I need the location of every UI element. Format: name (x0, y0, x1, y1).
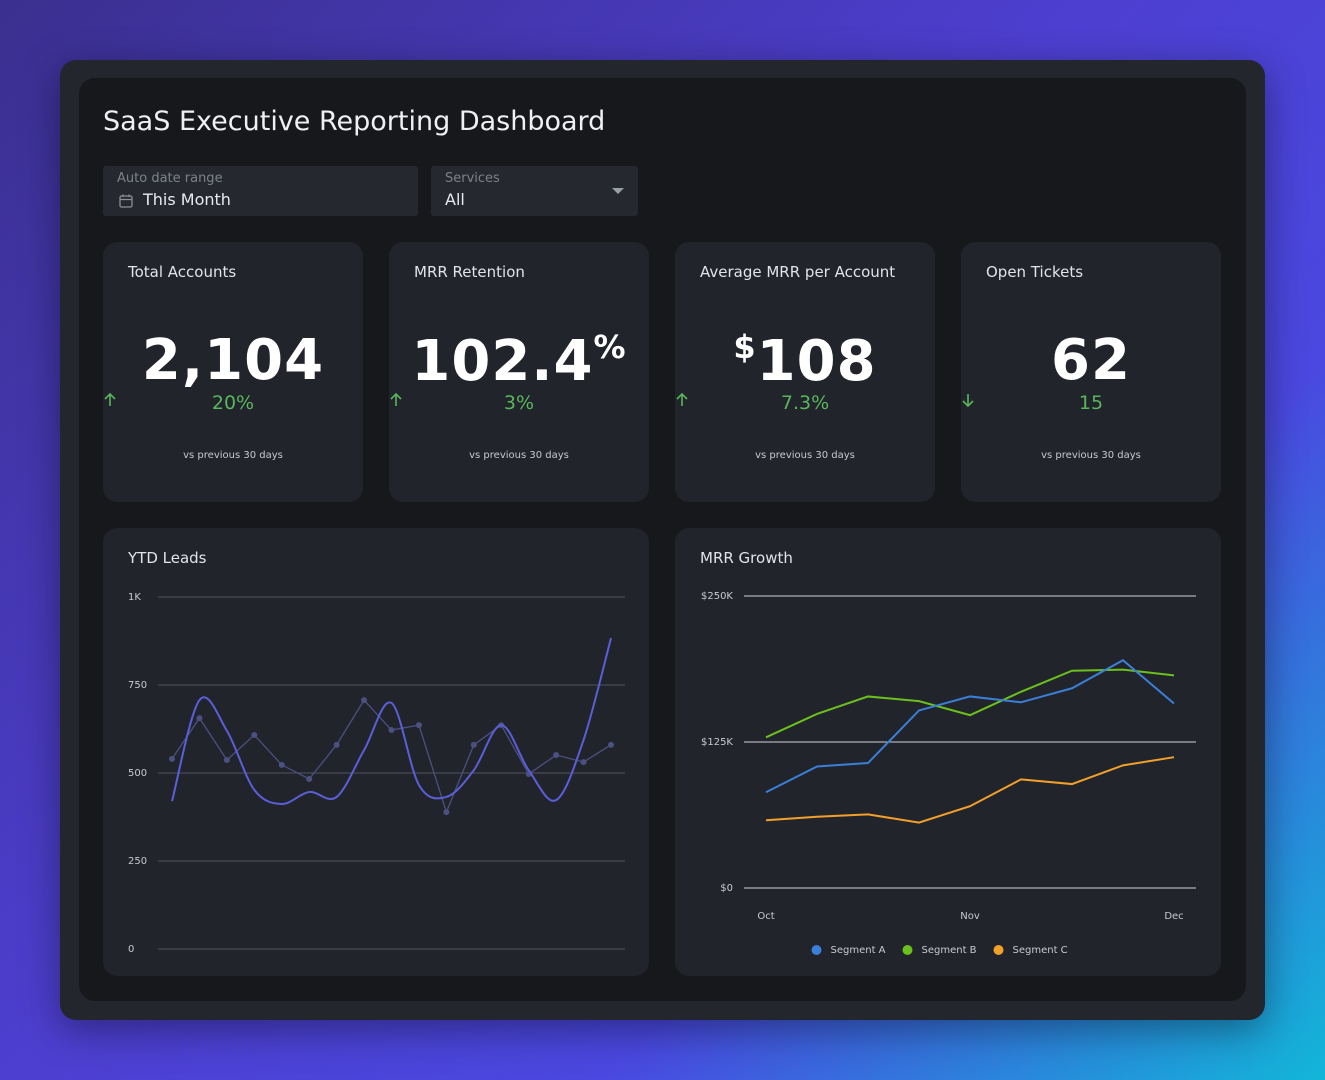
chart-title: YTD Leads (128, 549, 207, 567)
kpi-prefix: $ (733, 328, 757, 366)
arrow-path (390, 392, 402, 406)
series-line (765, 659, 1175, 794)
services-filter[interactable]: Services All (431, 166, 638, 216)
calendar-icon (119, 194, 133, 208)
kpi-change: 20% (103, 392, 363, 414)
legend-swatch (811, 945, 822, 955)
kpi-suffix: % (593, 328, 627, 366)
chart-card: MRR Growth $0 $125K $250K Oct Nov Dec Segment A… (675, 528, 1221, 976)
series-line (765, 668, 1175, 739)
kpi-number: 102.4 (411, 329, 594, 394)
kpi-title: Total Accounts (128, 263, 237, 281)
series-marker (196, 715, 203, 722)
x-tick-label: Nov (960, 911, 980, 922)
kpi-title: MRR Retention (414, 263, 525, 281)
series-marker (169, 755, 175, 762)
arrow-path (676, 392, 688, 406)
arrow-path (104, 392, 116, 406)
filter-label: Auto date range (117, 171, 223, 186)
kpi-value: 102.4% (389, 328, 649, 394)
kpi-change: 7.3% (675, 392, 935, 414)
series-marker (251, 731, 258, 738)
y-tick-label: $125K (701, 737, 733, 748)
kpi-note: vs previous 30 days (469, 450, 569, 461)
series-marker (223, 756, 230, 763)
change-value: 7.3% (780, 392, 830, 414)
legend-label: Segment C (1013, 945, 1068, 956)
kpi-value: $108 (675, 328, 935, 394)
y-tick-label: 750 (128, 680, 147, 691)
y-tick-label: 1K (128, 592, 141, 603)
x-tick-label: Dec (1164, 911, 1183, 922)
change-value: 3% (503, 392, 535, 414)
legend-label: Segment A (831, 945, 886, 956)
series-marker (553, 752, 560, 759)
kpi-note: vs previous 30 days (1041, 450, 1141, 461)
series-marker (333, 741, 340, 748)
kpi-value: 62 (961, 328, 1221, 393)
kpi-card: MRR Retention 102.4% 3% vs previous 30 days (389, 242, 649, 502)
change-arrow (676, 392, 688, 406)
y-tick-label: 500 (128, 768, 147, 779)
y-tick-label: 0 (128, 944, 134, 955)
filter-value: This Month (143, 190, 231, 209)
series-line (171, 637, 612, 805)
change-arrow (104, 392, 116, 406)
series-line (765, 756, 1175, 824)
chart: 0 250 500 750 1K (128, 592, 625, 955)
kpi-card: Total Accounts 2,104 20% vs previous 30 day… (103, 242, 363, 502)
chart: $0 $125K $250K Oct Nov Dec Segment A Segment B S… (701, 591, 1196, 956)
dashboard: SaaS Executive Reporting Dashboard Auto … (79, 78, 1246, 1001)
series-marker (470, 741, 477, 748)
frame: SaaS Executive Reporting Dashboard Auto … (60, 60, 1265, 1020)
kpi-number: 108 (756, 329, 877, 394)
y-tick-label: $250K (701, 591, 733, 602)
change-value: 15 (1078, 392, 1104, 414)
kpi-number: 62 (1051, 328, 1131, 393)
series-marker (580, 759, 587, 766)
filter-label: Services (445, 171, 500, 186)
kpi-card: Open Tickets 62 15 vs previous 30 days (961, 242, 1221, 502)
change-arrow (390, 392, 402, 406)
kpi-title: Open Tickets (986, 263, 1084, 281)
filter-value: All (445, 190, 465, 209)
change-value: 20% (211, 392, 255, 414)
chart-card: YTD Leads 0 250 500 750 1K (103, 528, 649, 976)
kpi-note: vs previous 30 days (755, 450, 855, 461)
arrow-path (962, 394, 974, 408)
dashboard-title: SaaS Executive Reporting Dashboard (103, 106, 606, 137)
legend-swatch (993, 945, 1004, 955)
kpi-change: 15 (961, 392, 1221, 414)
date-filter[interactable]: Auto date range This Month (103, 166, 418, 216)
x-tick-label: Oct (757, 911, 774, 922)
series-marker (278, 761, 285, 768)
series-marker (361, 697, 368, 704)
dropdown-caret (612, 188, 624, 194)
legend-label: Segment B (922, 945, 977, 956)
kpi-value: 2,104 (103, 328, 363, 393)
series-marker (443, 809, 450, 816)
series-marker (306, 775, 313, 782)
y-tick-label: $0 (720, 883, 733, 894)
legend-swatch (902, 945, 913, 955)
kpi-number: 2,104 (141, 328, 325, 393)
y-tick-label: 250 (128, 856, 147, 867)
kpi-note: vs previous 30 days (183, 450, 283, 461)
series-marker (608, 741, 614, 748)
kpi-card: Average MRR per Account $108 7.3% vs previo… (675, 242, 935, 502)
kpi-title: Average MRR per Account (700, 263, 896, 281)
series-marker (415, 722, 422, 729)
kpi-change: 3% (389, 392, 649, 414)
series-marker (388, 727, 395, 734)
chart-title: MRR Growth (700, 549, 793, 567)
change-arrow (962, 394, 974, 408)
